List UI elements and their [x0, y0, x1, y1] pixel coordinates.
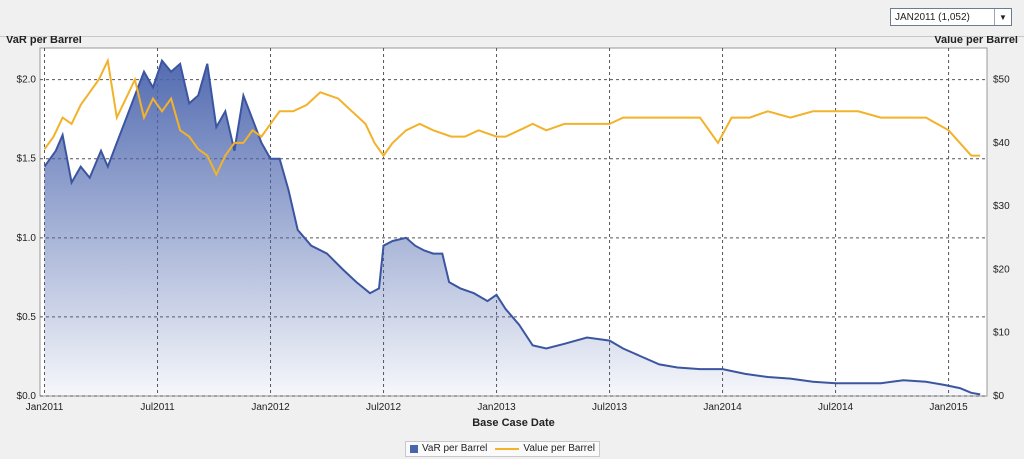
legend-label-value: Value per Barrel — [523, 443, 595, 454]
chevron-down-icon[interactable]: ▼ — [994, 9, 1011, 25]
legend-swatch-value — [495, 448, 520, 450]
var-line — [43, 58, 981, 396]
x-tick-label: Jul2013 — [592, 402, 627, 413]
x-axis-title: Base Case Date — [472, 417, 555, 429]
toolbar: JAN2011 (1,052) ▼ — [0, 0, 1024, 37]
y-right-tick-label: $40 — [993, 138, 1010, 149]
x-tick-label: Jan2015 — [929, 402, 968, 413]
x-tick-label: Jan2012 — [251, 402, 290, 413]
value-line — [43, 57, 981, 177]
y-left-tick-label: $0.0 — [17, 391, 37, 402]
y-left-tick-label: $0.5 — [17, 312, 37, 323]
x-tick-label: Jan2013 — [477, 402, 516, 413]
y-right-axis-title: Value per Barrel — [934, 36, 1018, 46]
selector-value: JAN2011 (1,052) — [895, 12, 970, 23]
y-right-tick-label: $0 — [993, 391, 1005, 402]
base-case-selector[interactable]: JAN2011 (1,052) ▼ — [890, 8, 1012, 26]
legend-item-value: Value per Barrel — [495, 441, 595, 457]
x-tick-label: Jan2011 — [26, 402, 64, 413]
y-right-tick-label: $30 — [993, 201, 1010, 212]
var-area — [44, 60, 981, 396]
y-left-axis-title: VaR per Barrel — [6, 36, 82, 46]
x-tick-label: Jul2012 — [366, 402, 401, 413]
x-tick-label: Jul2011 — [140, 402, 175, 413]
legend-item-var: VaR per Barrel — [410, 441, 487, 457]
x-tick-label: Jan2014 — [703, 402, 742, 413]
y-left-tick-label: $1.0 — [17, 233, 37, 244]
y-right-tick-label: $20 — [993, 264, 1010, 275]
y-left-tick-label: $2.0 — [17, 75, 37, 86]
x-tick-label: Jul2014 — [818, 402, 853, 413]
var-value-chart: $0.0 $0.5 $1.0 $1.5 $2.0 $0 $10 $20 $30 $40 $50 Jan… — [6, 36, 1018, 429]
y-right-tick-label: $10 — [993, 328, 1010, 339]
chart-legend: VaR per Barrel Value per Barrel — [405, 441, 600, 457]
legend-label-var: VaR per Barrel — [422, 443, 488, 454]
legend-swatch-var — [410, 445, 418, 453]
y-right-tick-label: $50 — [993, 75, 1010, 86]
y-left-tick-label: $1.5 — [17, 154, 37, 165]
